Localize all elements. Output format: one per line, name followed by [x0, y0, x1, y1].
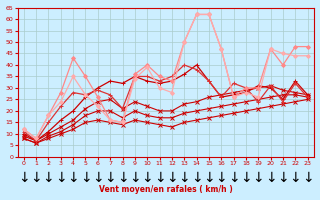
X-axis label: Vent moyen/en rafales ( km/h ): Vent moyen/en rafales ( km/h ) — [99, 185, 233, 194]
